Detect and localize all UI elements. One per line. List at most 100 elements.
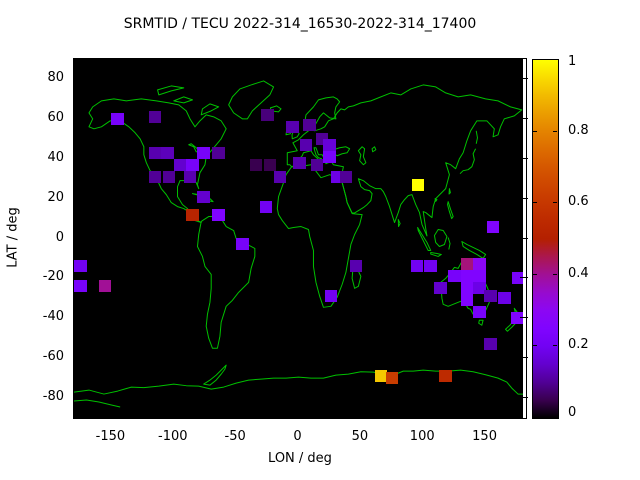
coastline-greenland xyxy=(229,81,274,119)
coastline-inland-seas xyxy=(333,147,375,165)
right-axis-tick xyxy=(520,157,528,159)
tec-cell xyxy=(212,208,225,221)
tec-cell xyxy=(385,372,399,385)
tec-cell xyxy=(510,312,523,325)
tec-cell xyxy=(473,258,486,271)
colorbar-tick-label: 0.2 xyxy=(568,337,589,353)
tec-cell xyxy=(263,158,277,171)
tec-cell xyxy=(448,270,461,283)
colorbar-tick-label: 1 xyxy=(568,54,577,69)
tec-cell xyxy=(473,306,486,319)
colorbar-tick-label: 0 xyxy=(568,405,577,420)
y-tick-label: 0 xyxy=(55,229,64,245)
tec-cell xyxy=(173,158,187,171)
y-tick-label: 60 xyxy=(47,109,64,125)
tec-cell xyxy=(186,208,199,221)
x-tick-label: -50 xyxy=(224,429,246,444)
y-tick-label: -80 xyxy=(42,389,64,405)
colorbar-tick xyxy=(533,130,537,132)
coastline-arctic-islands xyxy=(158,86,219,115)
tec-cell xyxy=(148,146,162,159)
tec-cell xyxy=(74,280,87,293)
tec-cell xyxy=(236,238,249,251)
x-tick-label: -150 xyxy=(95,429,126,444)
right-axis-tick xyxy=(520,357,528,359)
tec-cell xyxy=(460,282,474,295)
tec-cell xyxy=(473,282,486,295)
coastline-antarctica xyxy=(74,365,523,407)
x-tick-label: 100 xyxy=(409,429,435,444)
tec-cell xyxy=(259,200,273,213)
tec-cell xyxy=(310,158,324,171)
tec-cell xyxy=(197,190,210,203)
coastline-africa xyxy=(277,165,362,308)
tec-cell xyxy=(434,282,447,295)
tec-cell xyxy=(299,138,313,151)
tec-cell xyxy=(212,146,225,159)
map-background xyxy=(74,59,523,418)
tec-cell xyxy=(339,170,353,183)
colorbar-tick xyxy=(553,273,557,275)
colorbar-tick xyxy=(553,345,557,347)
right-axis-tick xyxy=(520,317,528,319)
tec-cell xyxy=(460,294,474,307)
tec-cell xyxy=(161,146,174,159)
right-axis-tick xyxy=(520,277,528,279)
colorbar-tick xyxy=(553,202,557,204)
tec-cell xyxy=(183,170,197,183)
colorbar-tick xyxy=(533,202,537,204)
tec-cell xyxy=(411,178,425,191)
colorbar-tick xyxy=(553,130,557,132)
x-tick-label: -100 xyxy=(158,429,188,444)
x-axis-label: LON / deg xyxy=(268,451,332,466)
tec-cell xyxy=(261,108,274,121)
colorbar-tick-label: 0.6 xyxy=(568,194,589,210)
tec-cell xyxy=(286,120,299,133)
right-axis-tick xyxy=(520,197,528,199)
y-tick-label: -60 xyxy=(42,349,64,365)
chart-title: SRMTID / TECU 2022-314_16530-2022-314_17… xyxy=(123,16,477,32)
tec-cell xyxy=(374,370,388,383)
colorbar-tick xyxy=(533,273,537,275)
map-plot-area xyxy=(73,58,527,419)
coastline-indonesia xyxy=(418,228,486,259)
tec-cell xyxy=(486,220,500,233)
tec-cell xyxy=(424,260,437,273)
tec-cell xyxy=(484,290,497,303)
tec-cell xyxy=(74,260,87,273)
y-tick-label: -20 xyxy=(42,269,64,285)
coastline-east-asia-islands xyxy=(398,131,477,227)
tec-cell xyxy=(439,370,452,383)
tec-cell xyxy=(249,158,263,171)
tec-cell xyxy=(349,260,363,273)
world-coastlines-map xyxy=(74,59,523,418)
tec-cell xyxy=(410,260,424,273)
y-tick-label: 40 xyxy=(47,149,64,165)
right-axis-tick xyxy=(520,237,528,239)
y-tick-label: 80 xyxy=(47,69,64,85)
tec-cell xyxy=(148,110,162,123)
tec-cell xyxy=(186,158,199,171)
tec-cell xyxy=(498,292,511,305)
tec-cell xyxy=(197,146,210,159)
x-tick-label: 50 xyxy=(351,429,369,444)
tec-cell xyxy=(323,150,336,163)
x-tick-label: 0 xyxy=(293,429,302,444)
right-axis-tick xyxy=(520,117,528,119)
tec-cell xyxy=(460,270,474,283)
tec-cell xyxy=(293,156,306,169)
tec-cell xyxy=(98,280,112,293)
coastline-south-america xyxy=(197,217,254,349)
tec-cell xyxy=(460,258,474,271)
tec-cell xyxy=(473,270,486,283)
tec-cell xyxy=(303,118,316,131)
tec-cell xyxy=(111,112,124,125)
colorbar-tick-label: 0.4 xyxy=(568,265,589,281)
colorbar-gradient xyxy=(533,60,558,418)
tec-cell xyxy=(324,290,338,303)
right-axis-tick xyxy=(520,77,528,79)
y-tick-label: 20 xyxy=(47,189,64,205)
colorbar-tick-label: 0.8 xyxy=(568,122,589,138)
tec-cell xyxy=(323,138,336,151)
